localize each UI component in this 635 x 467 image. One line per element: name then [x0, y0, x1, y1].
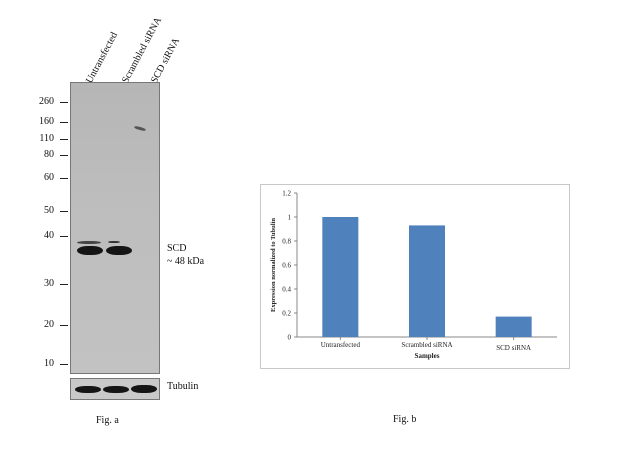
bar — [495, 316, 532, 337]
mw-marker: 40 — [44, 230, 54, 241]
chart-frame: 0 0.2 0.4 0.6 0.8 1 1.2 Untransfected Scrambled … — [260, 184, 570, 369]
mw-tick — [60, 178, 68, 179]
y-tick-label: 0.4 — [282, 286, 291, 294]
y-tick-label: 0 — [288, 334, 292, 342]
tubulin-blot — [70, 378, 160, 400]
loading-control-label: Tubulin — [167, 381, 199, 392]
mw-tick — [60, 155, 68, 156]
bar-chart: 0 0.2 0.4 0.6 0.8 1 1.2 Untransfected Scrambled … — [270, 190, 557, 360]
lane-label-untransfected: Untransfected — [84, 30, 121, 86]
figure-a-caption: Fig. a — [96, 415, 119, 426]
y-tick-label: 1.2 — [282, 190, 291, 198]
band-size-label: ~ 48 kDa — [167, 256, 205, 267]
tubulin-band-untransfected — [75, 386, 101, 393]
mw-marker: 110 — [39, 133, 54, 144]
x-tick-label: Untransfected — [321, 341, 361, 349]
faint-band — [77, 241, 101, 244]
y-tick-label: 0.2 — [282, 310, 291, 318]
mw-marker: 260 — [39, 96, 54, 107]
figure-b-caption: Fig. b — [393, 414, 417, 425]
mw-marker: 160 — [39, 116, 54, 127]
bar — [322, 217, 359, 337]
faint-band — [108, 241, 120, 243]
tubulin-band-scd-sirna — [131, 385, 157, 393]
mw-marker: 20 — [44, 319, 54, 330]
mw-tick — [60, 139, 68, 140]
blot-membrane — [70, 82, 160, 374]
mw-marker: 10 — [44, 358, 54, 369]
y-axis-title: Expression normalized to Tubulin — [270, 218, 277, 312]
artifact-smear — [133, 125, 147, 132]
mw-marker: 80 — [44, 149, 54, 160]
mw-marker: 50 — [44, 205, 54, 216]
scd-band-scrambled-sirna — [106, 246, 132, 255]
mw-tick — [60, 364, 68, 365]
x-tick-label: SCD siRNA — [496, 344, 531, 352]
mw-tick — [60, 284, 68, 285]
mw-marker: 30 — [44, 278, 54, 289]
mw-tick — [60, 211, 68, 212]
mw-tick — [60, 236, 68, 237]
mw-tick — [60, 325, 68, 326]
y-tick-label: 1 — [288, 214, 292, 222]
x-axis-title: Samples — [415, 352, 440, 360]
mw-tick — [60, 102, 68, 103]
scd-band-untransfected — [77, 246, 103, 255]
tubulin-band-scrambled-sirna — [103, 386, 129, 393]
x-tick-label: Scrambled siRNA — [401, 341, 452, 349]
mw-marker: 60 — [44, 172, 54, 183]
y-tick-label: 0.6 — [282, 262, 291, 270]
band-label-scd: SCD — [167, 243, 187, 254]
mw-tick — [60, 122, 68, 123]
lane-label-scd-sirna: SCD siRNA — [149, 36, 183, 86]
bar — [409, 225, 445, 337]
y-tick-label: 0.8 — [282, 238, 291, 246]
